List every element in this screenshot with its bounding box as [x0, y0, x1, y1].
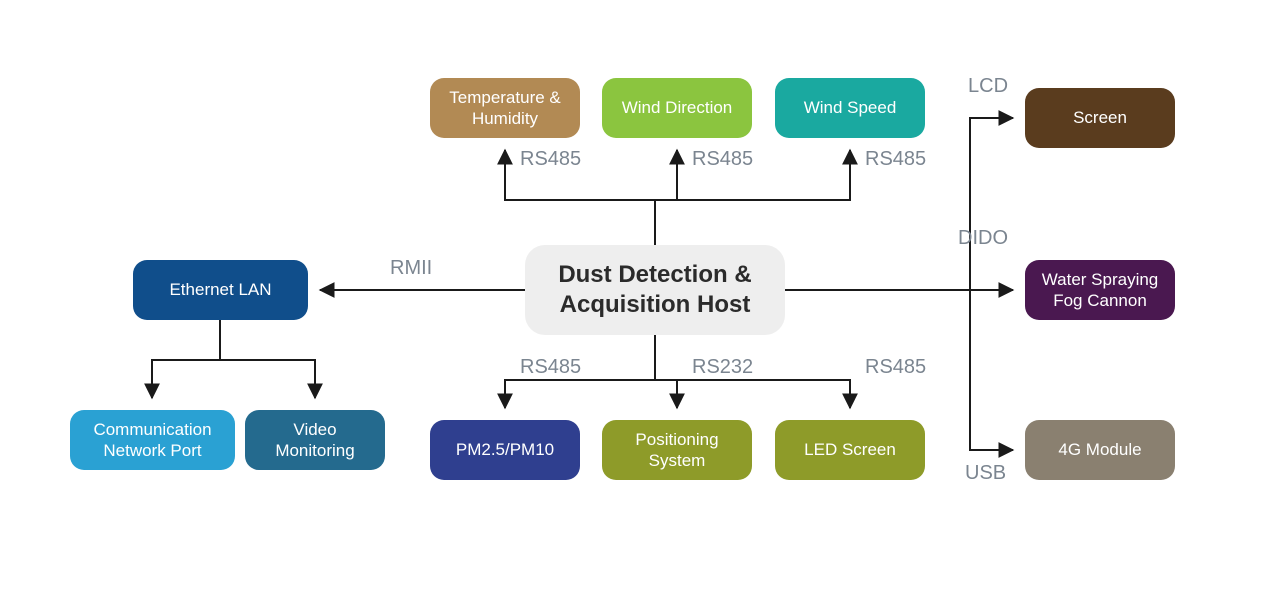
node-positioning-system: Positioning System: [602, 420, 752, 480]
node-fog-cannon: Water Spraying Fog Cannon: [1025, 260, 1175, 320]
edge-e-eth-comm: [152, 320, 220, 398]
node-led-screen: LED Screen: [775, 420, 925, 480]
host-node: Dust Detection & Acquisition Host: [525, 245, 785, 335]
node-4g-module: 4G Module: [1025, 420, 1175, 480]
edge-label-rs485-windspd: RS485: [865, 148, 926, 171]
node-comm-network-port: Communication Network Port: [70, 410, 235, 470]
node-pm25-pm10: PM2.5/PM10: [430, 420, 580, 480]
edge-label-dido: DIDO: [958, 227, 1008, 250]
node-temperature-humidity: Temperature & Humidity: [430, 78, 580, 138]
edge-label-rmii: RMII: [390, 257, 432, 280]
edge-e-eth-video: [220, 320, 315, 398]
edge-label-rs485-led: RS485: [865, 356, 926, 379]
node-wind-speed: Wind Speed: [775, 78, 925, 138]
node-screen: Screen: [1025, 88, 1175, 148]
node-wind-direction: Wind Direction: [602, 78, 752, 138]
edge-label-rs485-pm: RS485: [520, 356, 581, 379]
node-ethernet-lan: Ethernet LAN: [133, 260, 308, 320]
edge-e-host-winddir: [655, 150, 677, 245]
diagram-canvas: Dust Detection & Acquisition Host Temper…: [0, 0, 1280, 593]
edge-label-rs485-winddir: RS485: [692, 148, 753, 171]
edge-label-rs485-temp: RS485: [520, 148, 581, 171]
edge-label-usb: USB: [965, 462, 1006, 485]
edge-e-right-4g: [970, 290, 1013, 450]
edge-e-host-pos: [655, 335, 677, 408]
edge-label-lcd: LCD: [968, 75, 1008, 98]
node-video-monitoring: Video Monitoring: [245, 410, 385, 470]
edge-e-right-screen: [970, 118, 1013, 290]
edge-label-rs232-pos: RS232: [692, 356, 753, 379]
